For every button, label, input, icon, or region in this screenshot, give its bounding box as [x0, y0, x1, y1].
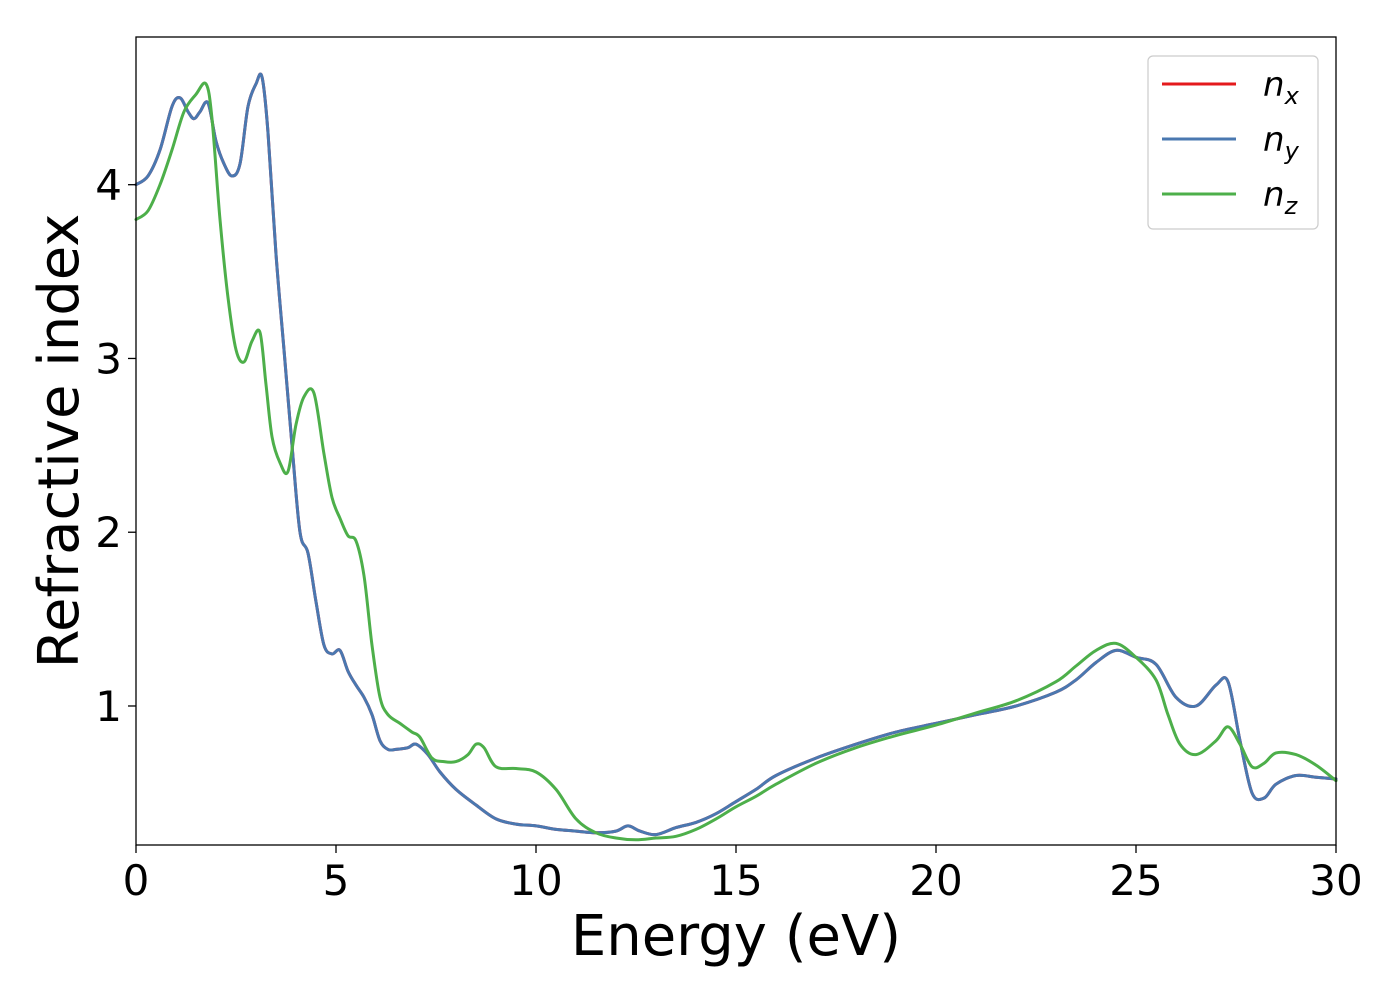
- x-tick-label: 5: [323, 856, 350, 905]
- x-tick-label: 20: [909, 856, 962, 905]
- y-tick-label: 2: [95, 508, 122, 557]
- x-tick-label: 15: [709, 856, 762, 905]
- legend-label-ny: ny: [1263, 120, 1300, 165]
- legend-label-nx: nx: [1263, 65, 1300, 110]
- legend-label-nz: nz: [1263, 175, 1299, 220]
- x-axis-ticks: 0 5 10 15 20 25 30: [123, 845, 1363, 905]
- x-tick-label: 25: [1109, 856, 1162, 905]
- y-axis-ticks: 1 2 3 4: [95, 161, 136, 731]
- x-tick-label: 10: [509, 856, 562, 905]
- x-tick-label: 0: [123, 856, 150, 905]
- x-tick-label: 30: [1309, 856, 1362, 905]
- series-layer: [134, 72, 1338, 842]
- x-axis-label: Energy (eV): [571, 904, 901, 969]
- legend-box: [1147, 55, 1319, 230]
- y-tick-label: 1: [95, 682, 122, 731]
- y-axis-label: Refractive index: [27, 214, 92, 669]
- series-line-nz: [134, 81, 1338, 842]
- series-line-ny: [134, 72, 1338, 837]
- y-tick-label: 4: [95, 161, 122, 210]
- y-tick-label: 3: [95, 334, 122, 383]
- legend: nx ny nz: [1147, 55, 1319, 230]
